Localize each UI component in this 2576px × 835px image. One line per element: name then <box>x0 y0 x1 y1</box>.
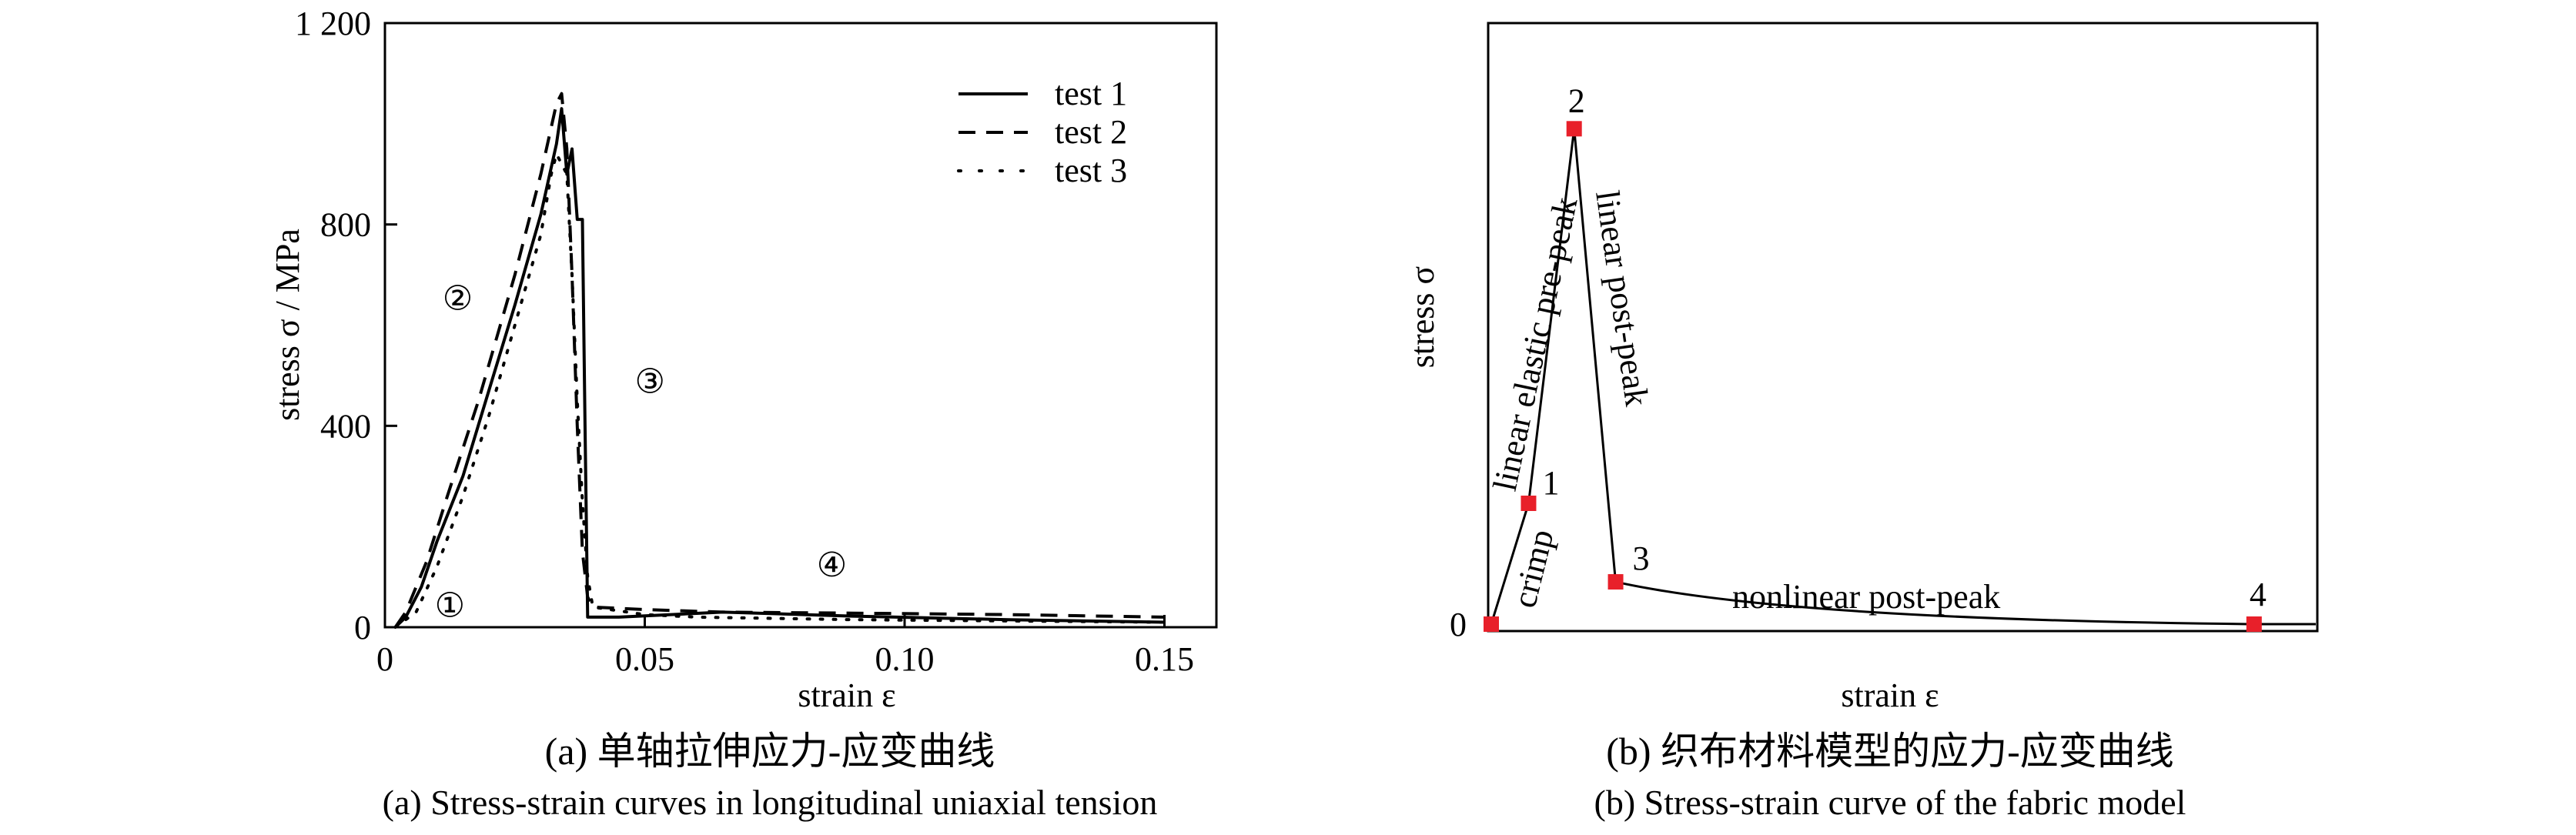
legend-label-test-1: test 1 <box>1055 75 1127 112</box>
panel-a-series-lines <box>393 92 1166 629</box>
panel-b-model-curve: 1 2 3 4 <box>1484 82 2316 632</box>
series-line-test-3 <box>393 152 1166 629</box>
legend-label-test-2: test 2 <box>1055 113 1127 151</box>
panel-a-region-annotations: ① ② ③ ④ <box>435 280 848 625</box>
model-point-label: 2 <box>1568 82 1585 119</box>
panel-a-legend: test 1 test 2 test 3 <box>957 75 1127 189</box>
x-tick-label: 0.15 <box>1135 640 1194 678</box>
model-point-label: 1 <box>1542 464 1559 502</box>
y-tick-label: 400 <box>320 407 371 445</box>
segment-label-crimp: crimp <box>1505 526 1561 611</box>
series-line-test-2 <box>393 92 1165 629</box>
panel-b-y-axis-label: stress σ <box>1403 266 1441 368</box>
panel-a-caption-cn: (a) 单轴拉伸应力-应变曲线 <box>545 730 995 773</box>
model-point-marker <box>1521 496 1537 511</box>
y-tick-label: 1 200 <box>295 5 371 42</box>
model-curve-line <box>1490 129 2316 626</box>
y-tick-label: 800 <box>320 206 371 244</box>
y-tick-label: 0 <box>354 609 371 646</box>
panel-a-x-axis-label: strain ε <box>798 676 895 714</box>
model-point-marker <box>1566 121 1582 137</box>
panel-a-caption-en: (a) Stress-strain curves in longitudinal… <box>383 783 1158 822</box>
x-tick-label: 0 <box>376 640 393 678</box>
panel-a-stress-strain-curves: 0 0.05 0.10 0.15 0 400 800 1 200 strain ε stres… <box>269 5 1218 822</box>
series-line-test-1 <box>394 107 1165 629</box>
panel-b-caption-en: (b) Stress-strain curve of the fabric mo… <box>1594 783 2186 822</box>
region-annotation: ③ <box>635 362 665 400</box>
model-point-marker <box>1484 616 1499 632</box>
segment-label-linear-post-peak: linear post-peak <box>1588 189 1656 409</box>
panel-b-x-axis-label: strain ε <box>1841 676 1939 714</box>
region-annotation: ④ <box>817 546 847 584</box>
panel-a-ticks: 0 0.05 0.10 0.15 0 400 800 1 200 <box>295 5 1194 678</box>
model-point-label: 3 <box>1633 539 1650 577</box>
region-annotation: ② <box>443 280 473 318</box>
model-point-marker <box>2246 616 2262 632</box>
panel-b-plot-frame <box>1487 22 2319 633</box>
x-tick-label: 0.05 <box>615 640 674 678</box>
panel-a-y-axis-label: stress σ / MPa <box>269 229 306 421</box>
region-annotation: ① <box>435 587 465 625</box>
panel-a-plot-frame <box>383 22 1218 629</box>
legend-label-test-3: test 3 <box>1055 152 1127 189</box>
segment-label-nonlinear-post-peak: nonlinear post-peak <box>1732 578 2000 616</box>
x-tick-label: 0.10 <box>875 640 935 678</box>
panel-b-y-origin-label: 0 <box>1450 606 1467 643</box>
model-point-marker <box>1607 574 1624 590</box>
model-point-label: 4 <box>2250 576 2267 613</box>
panel-b-caption-cn: (b) 织布材料模型的应力-应变曲线 <box>1606 730 2173 773</box>
